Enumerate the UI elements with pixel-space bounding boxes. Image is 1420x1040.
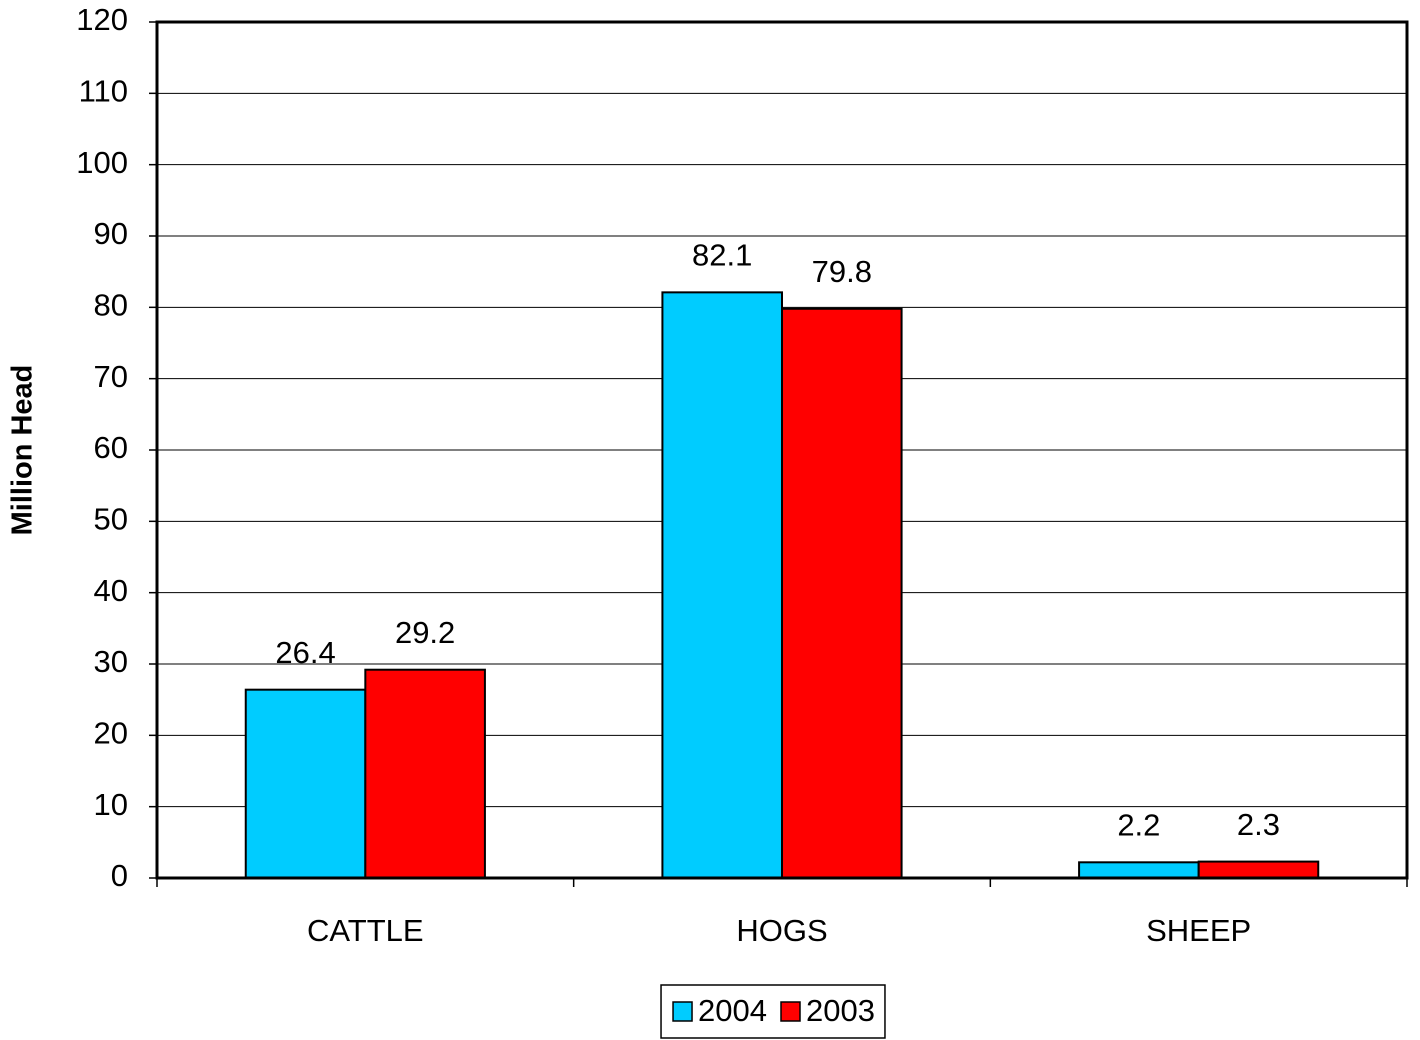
y-tick-label: 50 [94,502,128,537]
y-tick-label: 90 [94,216,128,251]
bar [661,291,784,879]
legend-swatch [780,1001,801,1022]
y-tick-label: 20 [94,716,128,751]
y-tick-label: 80 [94,288,128,323]
x-tick-label: SHEEP [1146,913,1251,948]
y-tick-label: 110 [79,74,128,109]
legend-swatch [672,1001,693,1022]
y-tick-label: 70 [94,359,128,394]
legend-label: 2003 [806,993,875,1028]
y-axis-label: Million Head [7,365,39,536]
y-tick-label: 0 [111,858,128,893]
legend-box [660,984,886,1039]
y-tick-label: 40 [94,573,128,608]
legend: 2004 2003 [660,984,886,1039]
value-label: 26.4 [275,635,335,670]
value-label: 2.2 [1117,807,1160,842]
bar [244,688,367,879]
x-tick-label: HOGS [736,913,827,948]
value-label: 29.2 [395,615,455,650]
bar [1078,861,1200,879]
value-label: 79.8 [812,254,872,289]
bar [781,307,903,879]
value-label: 2.3 [1237,807,1280,842]
plot-border [155,20,1409,880]
y-tick-label: 10 [94,787,128,822]
bar [1197,860,1320,879]
x-tick-label: CATTLE [307,913,424,948]
value-label: 82.1 [692,238,752,273]
legend-label: 2004 [698,993,767,1028]
bar [364,668,486,879]
y-tick-label: 30 [94,644,128,679]
y-tick-label: 60 [94,430,128,465]
y-tick-label: 120 [76,2,128,37]
y-tick-label: 100 [76,145,128,180]
